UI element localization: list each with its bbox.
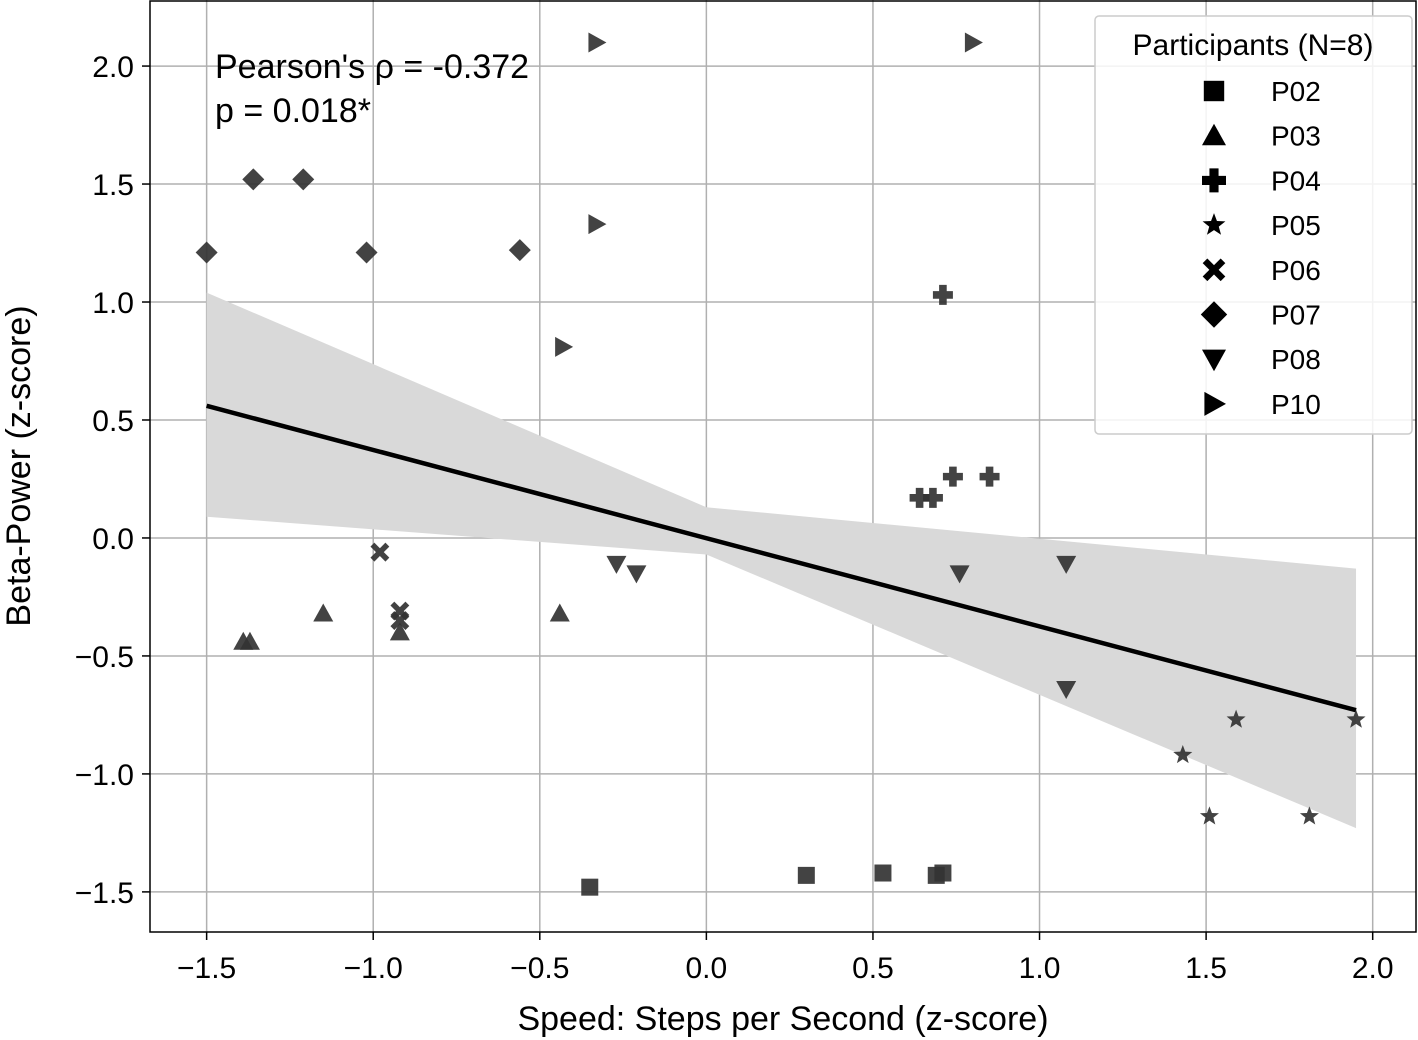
legend-marker-diamond <box>1200 301 1228 328</box>
data-point-p04 <box>909 487 930 508</box>
axis-ticks: −1.5 −1.0 −0.5 0.0 0.5 1.0 1.5 2.0 −1.5 −1.0 −0.5 0… <box>75 51 1394 985</box>
data-point-p08 <box>606 555 627 574</box>
data-point-p05 <box>1346 709 1366 728</box>
regression-line <box>206 403 1357 713</box>
legend-entry-p03: P03 <box>1202 121 1321 152</box>
data-point-p04 <box>979 466 1000 487</box>
data-point-p10 <box>588 214 607 235</box>
data-point-p04 <box>922 487 943 508</box>
data-point-p06 <box>390 611 410 630</box>
pearson-annotation: Pearson's ρ = -0.372 <box>215 48 529 86</box>
data-point-p04 <box>942 466 963 487</box>
data-point-p07 <box>355 241 378 264</box>
data-point-p06 <box>370 542 390 562</box>
x-tick-label: 0.5 <box>852 952 894 985</box>
series-p07 <box>195 168 531 264</box>
data-point-p03 <box>389 622 410 641</box>
data-point-p02 <box>874 864 892 882</box>
x-tick-label: 1.5 <box>1185 952 1227 985</box>
data-point-p05 <box>1299 806 1319 825</box>
data-point-p08 <box>1056 555 1077 574</box>
legend-title: Participants (N=8) <box>1133 29 1374 62</box>
legend-label: P04 <box>1271 165 1321 196</box>
data-point-p03 <box>313 603 334 622</box>
y-axis-label: Beta-Power (z-score) <box>0 305 38 626</box>
legend-marker-triangle-right <box>1204 391 1226 416</box>
series-p05 <box>1173 709 1366 825</box>
y-tick-label: 1.0 <box>92 287 134 320</box>
plot-frame <box>149 0 1417 933</box>
legend-marker-square <box>1203 80 1225 102</box>
data-point-p08 <box>949 565 970 584</box>
legend-entry-p04: P04 <box>1202 165 1321 196</box>
x-marker-stroke <box>1202 258 1226 282</box>
legend: Participants (N=8) P02 P03 P04 P05 P06 P07 P08… <box>1094 15 1413 435</box>
x-tick-label: 1.0 <box>1019 952 1061 985</box>
legend-marker-x <box>1202 258 1226 282</box>
x-axis-label: Speed: Steps per Second (z-score) <box>517 1000 1048 1038</box>
legend-marker-triangle-down <box>1202 349 1226 372</box>
data-point-p02 <box>581 878 599 896</box>
legend-items: P02 P03 P04 P05 P06 P07 P08 P10 <box>1200 76 1321 420</box>
p-value-annotation: p = 0.018* <box>215 92 371 130</box>
series-p08 <box>606 555 1077 699</box>
data-point-p10 <box>588 32 607 53</box>
legend-label: P07 <box>1271 300 1321 331</box>
series-p03 <box>233 603 570 650</box>
data-point-p10 <box>555 336 574 357</box>
legend-entry-p10: P10 <box>1204 389 1321 420</box>
legend-entry-p05: P05 <box>1202 210 1321 241</box>
data-point-p07 <box>242 168 265 191</box>
data-point-p02 <box>934 864 952 882</box>
y-tick-label: 0.0 <box>92 523 134 556</box>
data-points <box>195 32 1366 896</box>
x-tick-label: −0.5 <box>510 952 569 985</box>
legend-marker-plus <box>1202 168 1226 193</box>
series-p02 <box>581 864 952 896</box>
legend-entry-p02: P02 <box>1203 76 1321 107</box>
data-point-p02 <box>797 866 815 884</box>
legend-label: P05 <box>1271 210 1321 241</box>
legend-label: P10 <box>1271 389 1321 420</box>
legend-label: P03 <box>1271 121 1321 152</box>
y-tick-label: −1.0 <box>75 759 134 792</box>
legend-label: P02 <box>1271 76 1321 107</box>
data-point-p05 <box>1199 806 1219 825</box>
data-point-p07 <box>292 168 315 191</box>
x-tick-label: 2.0 <box>1352 952 1394 985</box>
series-p06 <box>370 542 410 630</box>
data-point-p10 <box>964 32 983 53</box>
x-marker-stroke <box>390 611 410 630</box>
series-p04 <box>909 284 1000 508</box>
x-marker-stroke <box>370 542 390 562</box>
y-tick-label: −1.5 <box>75 877 134 910</box>
legend-entry-p06: P06 <box>1202 255 1321 286</box>
legend-label: P06 <box>1271 255 1321 286</box>
y-tick-label: −0.5 <box>75 641 134 674</box>
legend-entry-p08: P08 <box>1202 344 1321 375</box>
x-tick-label: 0.0 <box>686 952 728 985</box>
legend-marker-star <box>1202 213 1226 235</box>
legend-entry-p07: P07 <box>1200 300 1321 331</box>
data-point-p05 <box>1226 709 1246 728</box>
data-point-p03 <box>549 603 570 622</box>
data-point-p07 <box>508 239 531 262</box>
legend-label: P08 <box>1271 344 1321 375</box>
y-tick-label: 2.0 <box>92 51 134 84</box>
data-point-p08 <box>626 565 647 584</box>
legend-marker-triangle-up <box>1202 123 1226 146</box>
data-point-p03 <box>239 631 260 650</box>
series-p10 <box>555 32 983 357</box>
y-tick-label: 0.5 <box>92 405 134 438</box>
data-point-p08 <box>1056 680 1077 699</box>
data-point-p04 <box>932 284 953 305</box>
x-tick-label: −1.0 <box>344 952 403 985</box>
x-tick-label: −1.5 <box>177 952 236 985</box>
data-point-p05 <box>1173 745 1193 764</box>
data-point-p07 <box>195 241 218 264</box>
legend-box <box>1094 15 1413 435</box>
y-tick-label: 1.5 <box>92 169 134 202</box>
